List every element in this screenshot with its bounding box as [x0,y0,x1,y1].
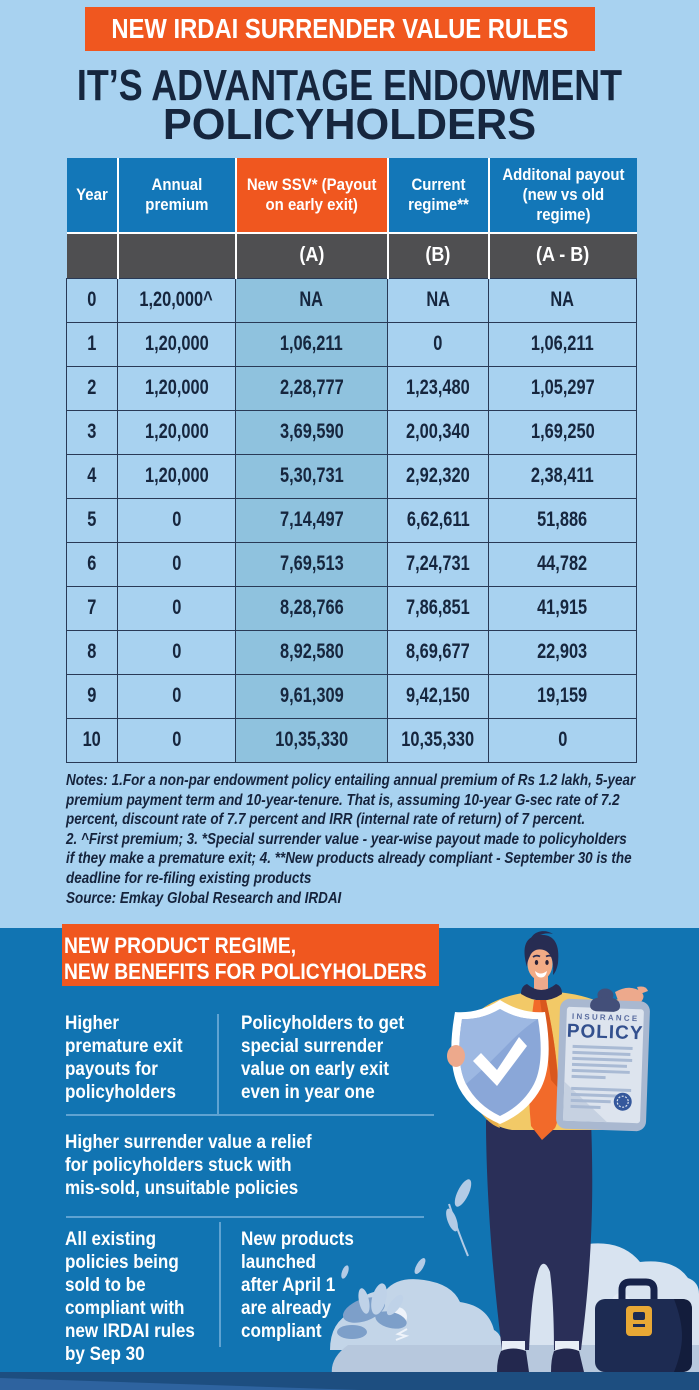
svg-text:INSURANCE: INSURANCE [572,1012,640,1023]
svg-text:POLICY: POLICY [566,1021,643,1045]
